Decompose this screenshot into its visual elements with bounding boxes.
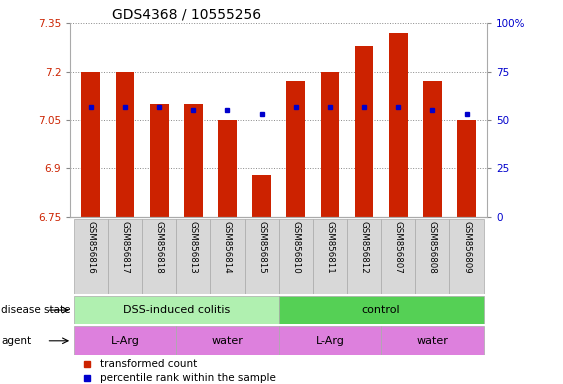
FancyBboxPatch shape: [347, 219, 381, 294]
Text: water: water: [417, 336, 448, 346]
FancyBboxPatch shape: [415, 219, 449, 294]
Text: GSM856816: GSM856816: [86, 221, 95, 274]
Text: GSM856808: GSM856808: [428, 221, 437, 274]
Bar: [457, 120, 476, 217]
Bar: [252, 175, 271, 217]
Bar: [287, 81, 305, 217]
Bar: [355, 46, 373, 217]
FancyBboxPatch shape: [74, 296, 279, 324]
FancyBboxPatch shape: [279, 296, 484, 324]
FancyBboxPatch shape: [74, 219, 108, 294]
Text: GSM856807: GSM856807: [394, 221, 403, 274]
FancyBboxPatch shape: [313, 219, 347, 294]
Text: GSM856810: GSM856810: [291, 221, 300, 274]
Text: GSM856814: GSM856814: [223, 221, 232, 274]
FancyBboxPatch shape: [142, 219, 176, 294]
Bar: [389, 33, 408, 217]
Bar: [423, 81, 442, 217]
Bar: [115, 71, 135, 217]
Text: water: water: [212, 336, 243, 346]
Text: GDS4368 / 10555256: GDS4368 / 10555256: [112, 8, 261, 22]
Text: transformed count: transformed count: [100, 359, 197, 369]
Text: disease state: disease state: [1, 305, 70, 315]
Text: control: control: [362, 305, 400, 315]
Text: agent: agent: [1, 336, 32, 346]
FancyBboxPatch shape: [108, 219, 142, 294]
Text: GSM856811: GSM856811: [325, 221, 334, 274]
Bar: [320, 71, 339, 217]
Bar: [184, 104, 203, 217]
Text: GSM856812: GSM856812: [360, 221, 369, 274]
FancyBboxPatch shape: [279, 219, 313, 294]
Text: GSM856813: GSM856813: [189, 221, 198, 274]
FancyBboxPatch shape: [381, 219, 415, 294]
Bar: [82, 71, 100, 217]
Text: DSS-induced colitis: DSS-induced colitis: [123, 305, 230, 315]
Text: L-Arg: L-Arg: [110, 336, 140, 346]
Text: GSM856815: GSM856815: [257, 221, 266, 274]
FancyBboxPatch shape: [176, 326, 279, 355]
FancyBboxPatch shape: [211, 219, 244, 294]
Text: GSM856818: GSM856818: [155, 221, 164, 274]
Text: GSM856817: GSM856817: [120, 221, 129, 274]
FancyBboxPatch shape: [176, 219, 211, 294]
Text: GSM856809: GSM856809: [462, 221, 471, 274]
FancyBboxPatch shape: [74, 326, 176, 355]
Bar: [150, 104, 168, 217]
FancyBboxPatch shape: [279, 326, 381, 355]
FancyBboxPatch shape: [449, 219, 484, 294]
Text: L-Arg: L-Arg: [315, 336, 345, 346]
FancyBboxPatch shape: [244, 219, 279, 294]
FancyBboxPatch shape: [381, 326, 484, 355]
Text: percentile rank within the sample: percentile rank within the sample: [100, 373, 275, 383]
Bar: [218, 120, 237, 217]
